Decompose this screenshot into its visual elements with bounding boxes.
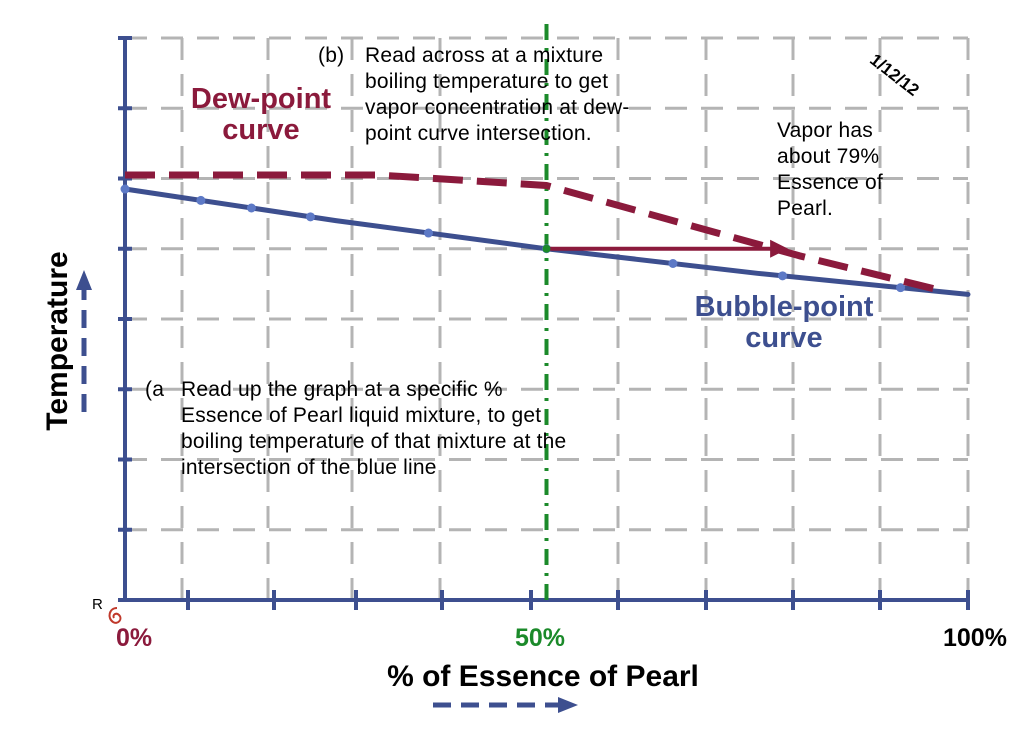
bubble-point-marker-0 bbox=[120, 184, 130, 194]
annotation-a-letter: (a bbox=[145, 378, 165, 401]
x-axis-title: % of Essence of Pearl bbox=[387, 660, 699, 693]
x-direction-arrow-head bbox=[558, 697, 578, 713]
grid bbox=[125, 36, 970, 600]
x-tick-label-0: 0% bbox=[116, 624, 153, 652]
y-axis-title: Temperature bbox=[41, 251, 74, 431]
vapor-note: Vapor has about 79% Essence of Pearl. bbox=[777, 119, 883, 220]
arrows bbox=[76, 239, 789, 713]
bubble-point-marker-6 bbox=[668, 259, 678, 269]
y-direction-arrow-head bbox=[76, 270, 92, 290]
bubble-point-marker-2 bbox=[246, 203, 256, 213]
bubble-point-marker-4 bbox=[423, 228, 433, 238]
bubble-point-label: Bubble-point curve bbox=[694, 291, 874, 354]
x-tick-label-100: 100% bbox=[943, 624, 1007, 652]
dew-point-curve bbox=[125, 171, 944, 295]
annotation-a-text: Read up the graph at a specific % Essenc… bbox=[181, 378, 567, 479]
bubble-point-marker-3 bbox=[305, 212, 315, 222]
corner-swirl-icon bbox=[108, 607, 122, 624]
read-across-arrow-head bbox=[770, 239, 789, 258]
bubble-point-marker-1 bbox=[196, 195, 206, 205]
annotation-b-letter: (b) bbox=[318, 44, 345, 67]
bubble-point-marker-7 bbox=[778, 271, 788, 281]
dew-point-label: Dew-point curve bbox=[190, 83, 332, 146]
bubble-point-marker-8 bbox=[896, 283, 906, 293]
intersection-dot bbox=[542, 244, 551, 253]
annotation-b-text: Read across at a mixture boiling tempera… bbox=[365, 44, 630, 145]
x-tick-label-50: 50% bbox=[515, 624, 566, 652]
corner-mark: R bbox=[92, 596, 103, 613]
